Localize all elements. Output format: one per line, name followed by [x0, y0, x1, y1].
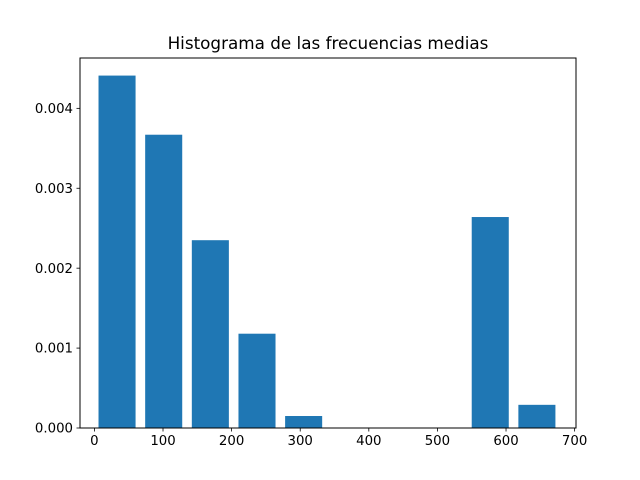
- histogram-bar: [145, 134, 183, 428]
- x-tick-label: 200: [219, 434, 244, 449]
- y-tick-label: 0.004: [35, 102, 73, 117]
- y-tick-label: 0.002: [35, 262, 73, 277]
- y-tick-label: 0.003: [35, 182, 73, 197]
- histogram-bar: [191, 240, 229, 428]
- x-tick-label: 600: [493, 434, 518, 449]
- x-axis-ticks: 0 100 200 300 400 500 600 700: [90, 428, 587, 449]
- y-axis-ticks: 0.000 0.001 0.002 0.003 0.004: [35, 102, 80, 437]
- y-tick-label: 0.001: [35, 342, 73, 357]
- chart-title: Histograma de las frecuencias medias: [168, 33, 489, 53]
- histogram-bar: [238, 333, 276, 428]
- histogram-bar: [471, 217, 509, 428]
- x-tick-label: 300: [288, 434, 313, 449]
- x-tick-label: 700: [562, 434, 587, 449]
- x-tick-label: 0: [90, 434, 98, 449]
- histogram-bar: [285, 416, 323, 428]
- x-tick-label: 500: [425, 434, 450, 449]
- y-tick-label: 0.000: [35, 422, 73, 437]
- histogram-bar: [518, 404, 556, 428]
- x-tick-label: 100: [150, 434, 175, 449]
- x-tick-label: 400: [356, 434, 381, 449]
- axes-frame: [79, 57, 577, 429]
- bars-group: [98, 75, 556, 428]
- histogram-bar: [98, 75, 136, 428]
